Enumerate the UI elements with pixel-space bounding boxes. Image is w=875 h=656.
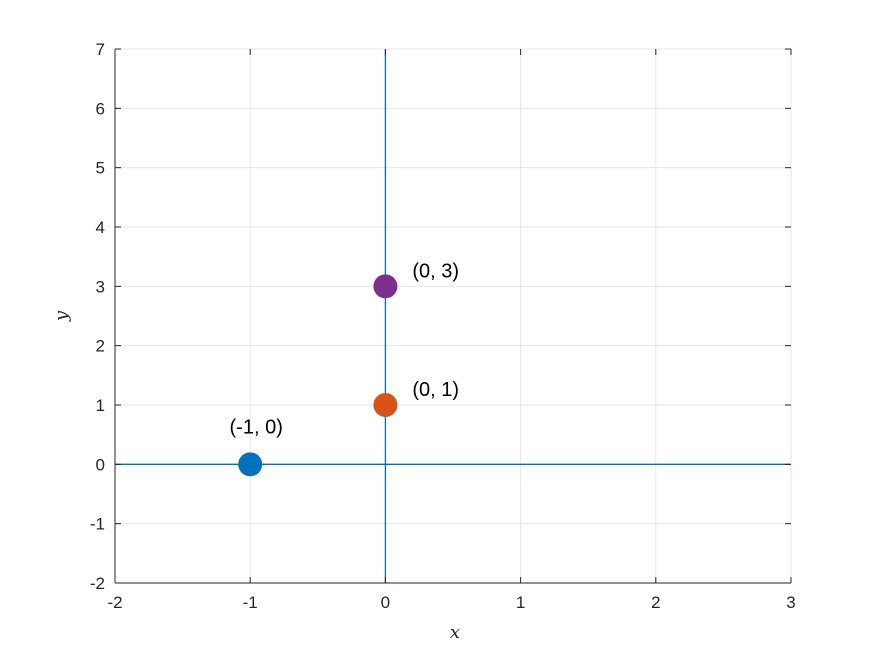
y-tick-label: 2 [96,337,105,356]
x-axis-label: x [450,622,460,643]
x-tick-label: 3 [786,593,795,612]
x-tick-label: 0 [381,593,390,612]
x-tick-label: -2 [107,593,122,612]
y-tick-label: 7 [96,40,105,59]
point-label: (-1, 0) [230,416,283,438]
data-points [238,274,398,477]
y-tick-label: 0 [96,455,105,474]
y-tick-label: -2 [90,574,105,593]
y-tick-label: -1 [90,515,105,534]
y-tick-labels: -2 -1 0 1 2 3 4 5 6 7 [90,40,105,593]
plot-frame [114,48,792,584]
data-point [373,393,398,417]
data-point [238,452,263,477]
grid-lines [114,48,792,584]
y-axis-label: y [51,310,72,322]
y-tick-label: 1 [96,396,105,415]
data-point [373,274,398,299]
x-tick-label: 2 [651,593,660,612]
origin-axis-lines [115,49,791,583]
y-tick-label: 5 [96,159,105,178]
x-tick-labels: -2 -1 0 1 2 3 [107,593,795,612]
y-tick-label: 4 [96,218,105,237]
point-labels: (-1, 0) (0, 1) (0, 3) [230,260,460,438]
point-label: (0, 1) [412,379,459,401]
x-tick-label: 1 [516,593,525,612]
y-tick-label: 3 [96,277,105,296]
x-tick-label: -1 [243,593,258,612]
point-label: (0, 3) [412,260,459,282]
y-tick-label: 6 [96,99,105,118]
axis-ticks [114,48,792,584]
